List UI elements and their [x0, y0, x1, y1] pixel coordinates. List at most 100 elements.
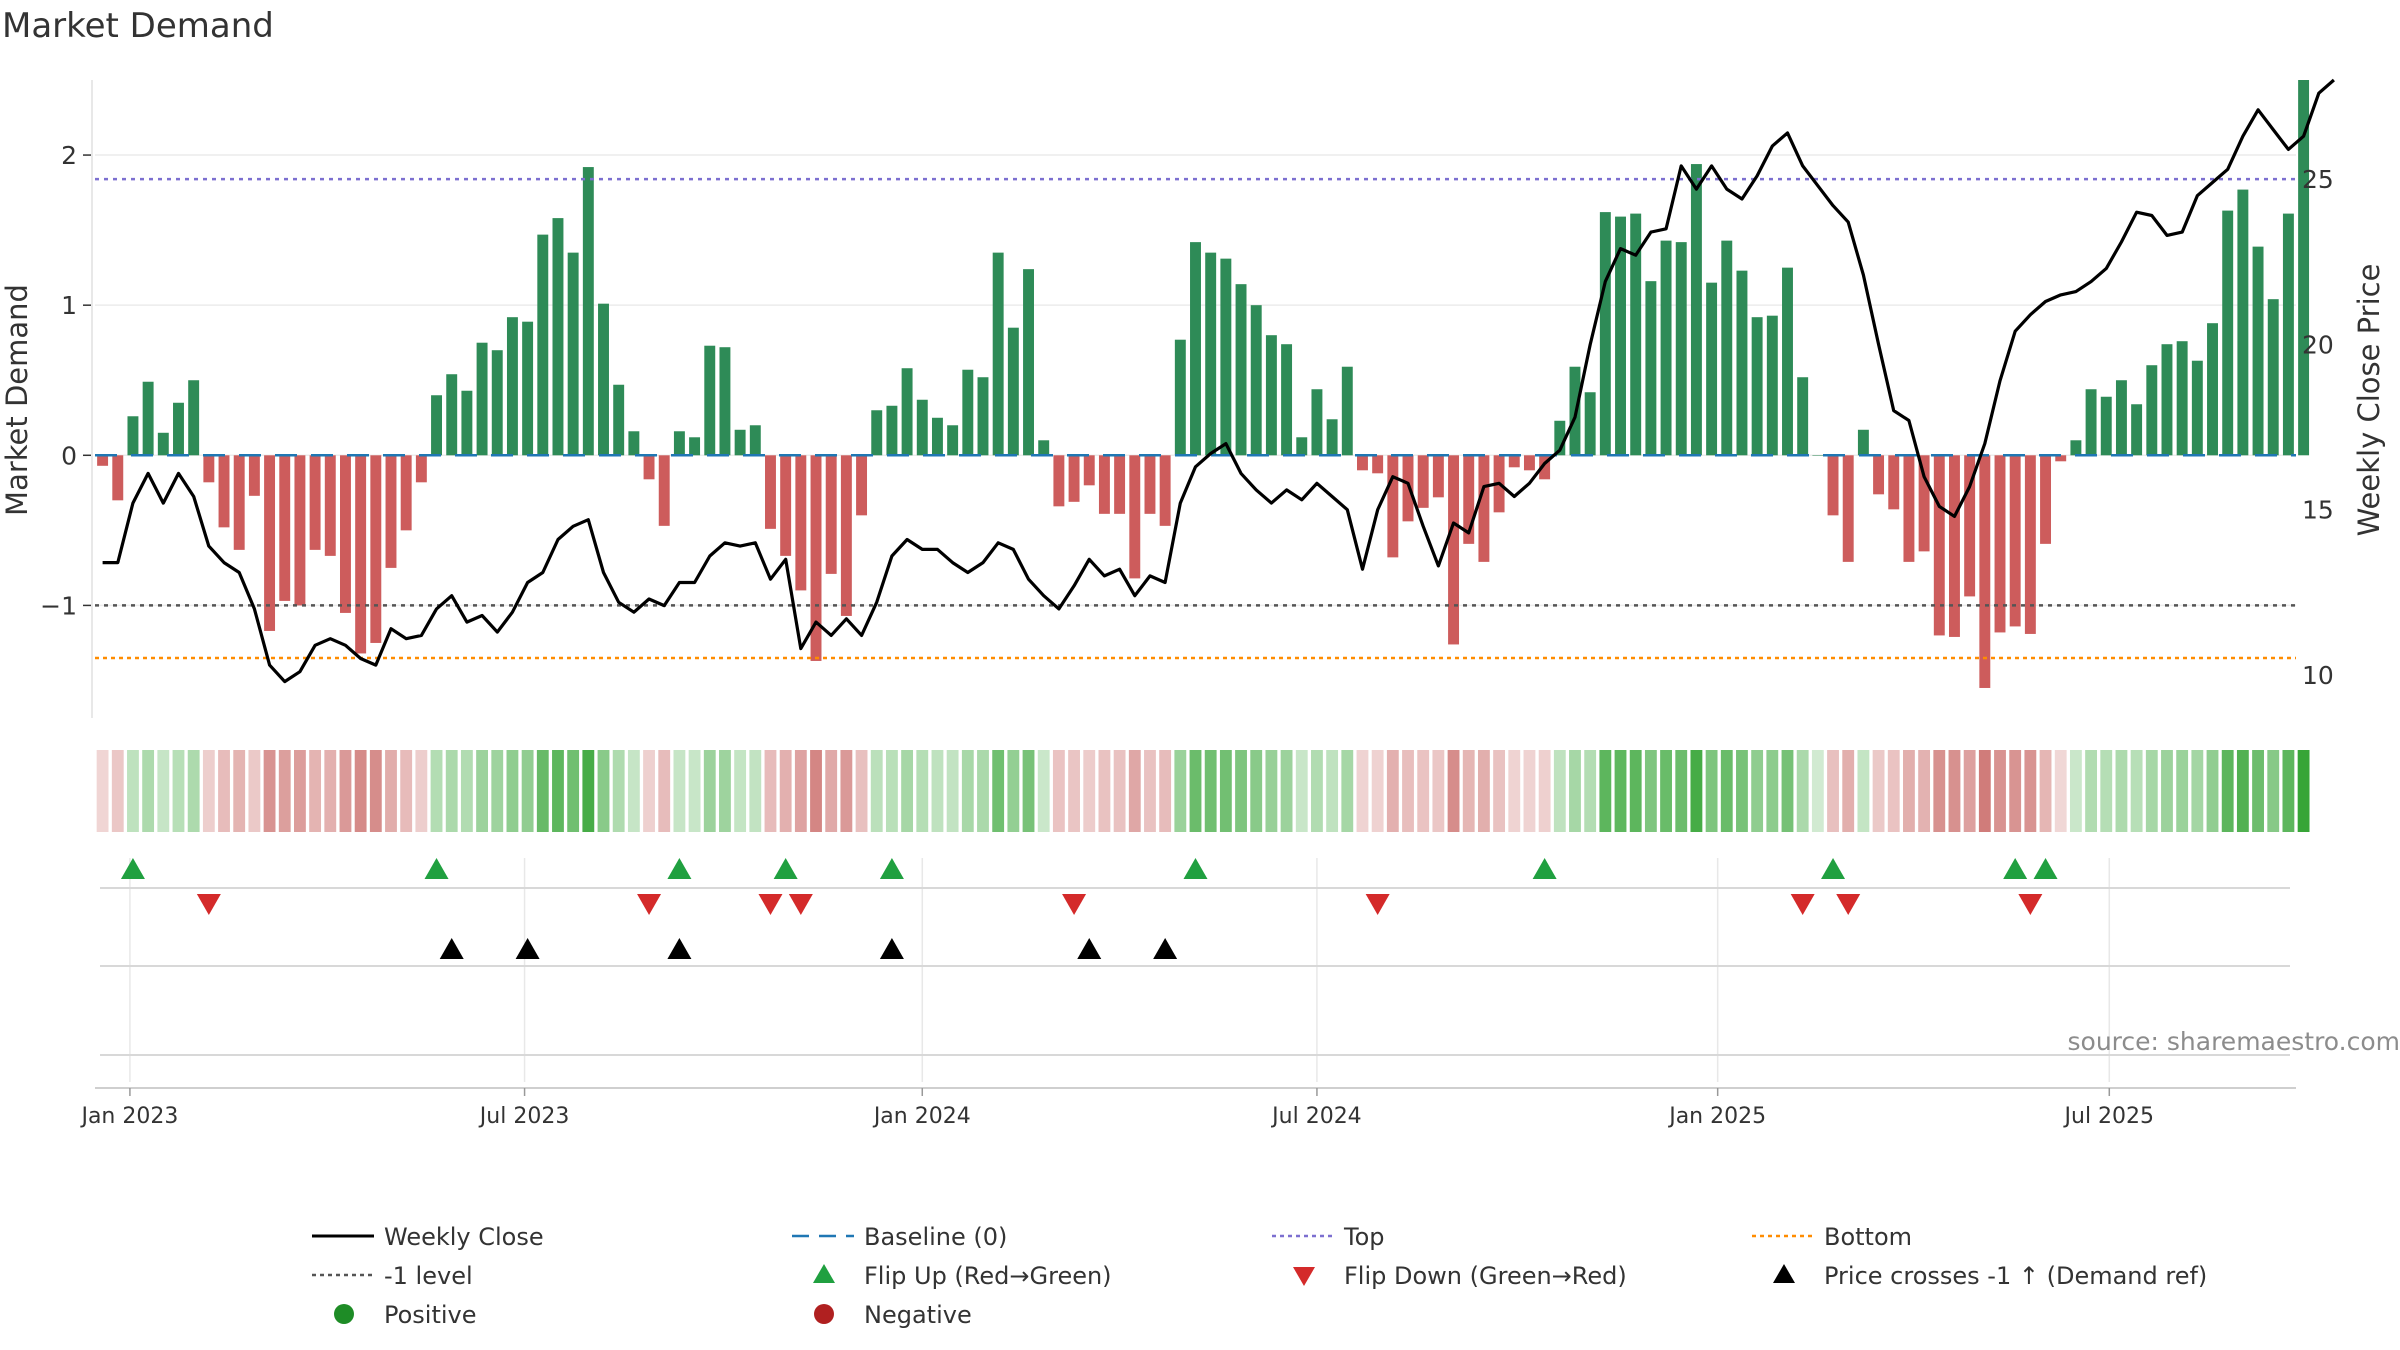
heat-cell — [1720, 750, 1733, 832]
demand-bar — [1782, 267, 1793, 456]
x-tick-label: Jul 2024 — [1270, 1104, 1362, 1129]
legend-label: Bottom — [1824, 1223, 1912, 1251]
heat-cell — [961, 750, 974, 832]
demand-bar — [142, 381, 154, 456]
heat-cell — [1599, 750, 1612, 832]
legend-swatch — [334, 1304, 354, 1324]
demand-bar — [840, 455, 852, 616]
heat-cell — [1235, 750, 1247, 832]
demand-bar — [2146, 365, 2158, 456]
flip-down-marker — [1790, 894, 1815, 915]
flip-down-marker — [637, 894, 662, 915]
demand-bar — [537, 234, 549, 456]
heat-cell — [1569, 750, 1581, 832]
demand-bar — [1630, 213, 1642, 456]
demand-bar — [1857, 429, 1869, 456]
demand-bar — [825, 455, 837, 574]
heat-cell — [142, 750, 155, 832]
heat-cell — [339, 750, 352, 832]
demand-bar — [203, 455, 215, 483]
heat-cell — [202, 750, 215, 832]
heat-cell — [415, 750, 428, 832]
demand-bar — [2131, 404, 2143, 456]
legend-item-bottom: Bottom — [1752, 1223, 1912, 1251]
demand-bar — [1660, 240, 1672, 456]
heat-cell — [2085, 750, 2097, 832]
heat-cell — [764, 750, 777, 832]
heat-cell — [658, 750, 671, 832]
heat-cell — [1295, 750, 1308, 832]
heat-cell — [476, 750, 488, 832]
y-right-tick-label: 10 — [2302, 661, 2334, 690]
demand-bar — [2207, 323, 2218, 456]
heat-cell — [794, 750, 807, 832]
demand-bar — [264, 455, 276, 631]
heat-cell — [400, 750, 413, 832]
heat-cell — [643, 750, 655, 832]
demand-bar — [1341, 366, 1353, 456]
heat-cell — [1736, 750, 1748, 832]
heat-cell — [1462, 750, 1475, 832]
demand-bar — [1812, 455, 1824, 456]
heat-cell — [612, 750, 625, 832]
demand-bar — [127, 416, 139, 456]
heat-cell — [2069, 750, 2082, 832]
demand-bar — [1766, 315, 1778, 456]
heat-cell — [1629, 750, 1642, 832]
legend-label: Weekly Close — [384, 1223, 544, 1251]
legend-label: Flip Up (Red→Green) — [864, 1262, 1112, 1290]
demand-bar — [749, 425, 761, 456]
demand-bar — [1706, 282, 1718, 456]
legend-item-negative: Negative — [814, 1301, 972, 1329]
demand-bar — [1053, 455, 1065, 507]
flip-up-marker — [1821, 858, 1846, 879]
heat-cell — [1690, 750, 1703, 832]
heat-cell — [810, 750, 822, 832]
demand-bar — [339, 455, 351, 613]
demand-bar — [1842, 455, 1854, 562]
heat-cell — [1189, 750, 1202, 832]
heat-cell — [263, 750, 276, 832]
demand-bar — [765, 455, 776, 529]
demand-bar — [1933, 455, 1945, 636]
heat-cell — [840, 750, 853, 832]
heat-cell — [2297, 750, 2310, 832]
demand-bar — [1068, 455, 1080, 502]
demand-bar — [2055, 455, 2067, 462]
heat-cell — [627, 750, 640, 832]
flip-down-marker — [1836, 894, 1861, 915]
legend-swatch — [814, 1304, 834, 1324]
heat-cell — [172, 750, 185, 832]
price-cross-marker — [879, 938, 904, 959]
legend-label: Positive — [384, 1301, 477, 1329]
demand-bar — [233, 455, 245, 550]
flip-down-marker — [1062, 894, 1087, 915]
legend-label: -1 level — [384, 1262, 473, 1290]
demand-bar — [1736, 270, 1748, 456]
heat-cell — [2054, 750, 2067, 832]
heat-cell — [1978, 750, 1991, 832]
heat-cell — [734, 750, 747, 832]
demand-bar — [188, 380, 200, 456]
heat-cell — [2252, 750, 2264, 832]
heat-cell — [1098, 750, 1111, 832]
demand-bar — [2024, 455, 2036, 634]
heat-cell — [96, 750, 109, 832]
price-cross-marker — [439, 938, 464, 959]
demand-bar — [1888, 455, 1900, 510]
flip-down-marker — [1365, 894, 1390, 915]
legend-item-minus-one: -1 level — [312, 1262, 473, 1290]
flip-up-marker — [2033, 858, 2058, 879]
heat-cell — [1159, 750, 1172, 832]
y-tick-label: 2 — [61, 141, 77, 170]
heat-cell — [1781, 750, 1794, 832]
heat-cell — [309, 750, 322, 832]
y-tick-label: 1 — [61, 291, 77, 320]
heat-cell — [1644, 750, 1657, 832]
heat-cell — [855, 750, 868, 832]
demand-bar — [1979, 455, 1991, 688]
heat-cell — [1250, 750, 1263, 832]
demand-bar — [355, 455, 367, 654]
demand-bar — [324, 455, 336, 556]
